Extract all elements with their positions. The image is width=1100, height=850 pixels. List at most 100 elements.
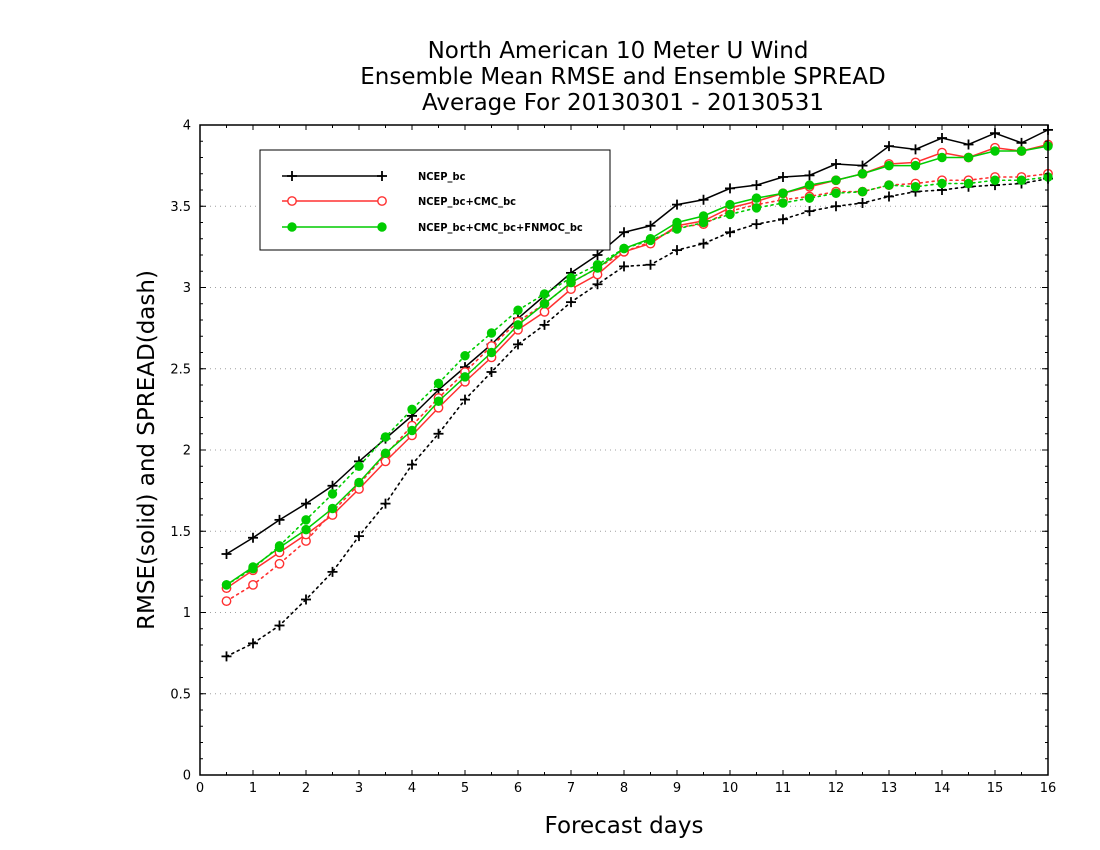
rmse-point <box>751 193 762 203</box>
x-tick-label: 1 <box>249 781 257 796</box>
title-line-3: Average For 20130301 - 20130531 <box>422 90 824 116</box>
rmse-point <box>301 524 311 535</box>
rmse-point <box>725 183 735 194</box>
x-tick-label: 12 <box>828 781 845 796</box>
y-tick-label: 0 <box>183 769 191 784</box>
spread-point <box>804 206 815 217</box>
rmse-point <box>539 306 550 317</box>
x-tick-label: 16 <box>1040 781 1057 796</box>
title-line-2: Ensemble Mean RMSE and Ensemble SPREAD <box>360 64 885 90</box>
x-tick-label: 5 <box>461 781 469 796</box>
rmse-point <box>672 199 682 210</box>
rmse-point <box>672 217 682 228</box>
rmse-point <box>725 199 735 210</box>
y-tick-label: 4 <box>183 119 191 134</box>
spread-point <box>990 175 1000 185</box>
rmse-point <box>592 263 603 273</box>
rmse-point <box>884 160 894 171</box>
rmse-point <box>248 562 258 572</box>
spread-point <box>354 461 364 471</box>
rmse-point <box>804 180 815 190</box>
spread-point <box>831 188 841 198</box>
y-axis-ticks: 0 0.5 1 1.5 2 2.5 3 3.5 4 <box>170 119 1048 784</box>
y-tick-label: 2.5 <box>170 362 191 377</box>
title-line-1: North American 10 Meter U Wind <box>428 38 809 64</box>
spread-point <box>592 279 603 290</box>
spread-line <box>225 172 1049 602</box>
x-tick-label: 4 <box>408 781 416 796</box>
legend-box <box>259 149 611 251</box>
rmse-point <box>301 498 311 509</box>
rmse-point <box>592 250 603 260</box>
rmse-point <box>963 139 974 150</box>
rmse-point <box>460 372 470 382</box>
spread-point <box>1016 175 1027 185</box>
rmse-point <box>433 396 444 406</box>
series-1 <box>221 124 1053 662</box>
rmse-point <box>327 480 338 491</box>
rmse-point <box>910 144 921 155</box>
spread-point <box>301 594 311 605</box>
legend-marker <box>287 171 297 181</box>
y-tick-label: 1.5 <box>170 525 191 540</box>
x-tick-label: 6 <box>514 781 522 796</box>
y-tick-label: 0.5 <box>170 687 191 702</box>
spread-point <box>539 289 550 299</box>
rmse-point <box>248 532 258 543</box>
series-3 <box>221 141 1053 590</box>
spread-point <box>539 319 550 330</box>
x-tick-label: 7 <box>567 781 575 796</box>
spread-point <box>301 515 311 525</box>
legend-label: NCEP_bc <box>418 170 466 183</box>
y-tick-label: 1 <box>183 606 191 621</box>
spread-point <box>937 178 947 189</box>
rmse-point <box>354 477 364 488</box>
rmse-point <box>910 160 921 171</box>
spread-point <box>884 191 894 202</box>
x-tick-label: 9 <box>673 781 681 796</box>
spread-point <box>857 186 868 197</box>
x-axis-ticks: 0 1 2 3 4 5 6 7 8 9 10 11 12 13 14 15 16 <box>196 125 1056 796</box>
rmse-point <box>619 243 629 254</box>
x-tick-label: 8 <box>620 781 628 796</box>
rmse-point <box>221 549 232 559</box>
spread-point <box>831 201 841 212</box>
spread-point <box>778 214 788 225</box>
spread-point <box>327 489 338 499</box>
rmse-point <box>751 180 762 191</box>
rmse-point <box>327 503 338 514</box>
grid-lines <box>200 205 1048 695</box>
spread-point <box>910 182 921 192</box>
spread-point <box>513 305 523 315</box>
spread-line <box>225 177 1049 658</box>
series-layer <box>221 124 1053 662</box>
x-tick-label: 11 <box>775 781 792 796</box>
spread-point <box>804 193 815 203</box>
spread-point <box>221 651 232 662</box>
x-tick-label: 15 <box>987 781 1004 796</box>
spread-point <box>460 394 470 405</box>
y-tick-label: 3.5 <box>170 200 191 215</box>
spread-point <box>698 238 709 249</box>
spread-point <box>751 219 762 230</box>
rmse-point <box>274 514 285 525</box>
rmse-point <box>486 347 497 358</box>
rmse-point <box>274 542 285 553</box>
spread-point <box>486 367 497 377</box>
spread-point <box>380 432 391 442</box>
spread-point <box>725 227 735 238</box>
rmse-point <box>937 133 947 143</box>
rmse-point <box>645 220 656 231</box>
x-tick-label: 3 <box>355 781 363 796</box>
rmse-point <box>1016 146 1027 156</box>
legend-marker <box>377 196 387 206</box>
spread-point <box>566 297 576 308</box>
spread-point <box>963 178 974 189</box>
chart-title: North American 10 Meter U Wind Ensemble … <box>360 38 885 116</box>
spread-point <box>619 261 629 272</box>
y-axis-label: RMSE(solid) and SPREAD(dash) <box>134 270 160 630</box>
x-tick-label: 2 <box>302 781 310 796</box>
spread-point <box>778 198 788 208</box>
spread-point <box>380 498 391 509</box>
